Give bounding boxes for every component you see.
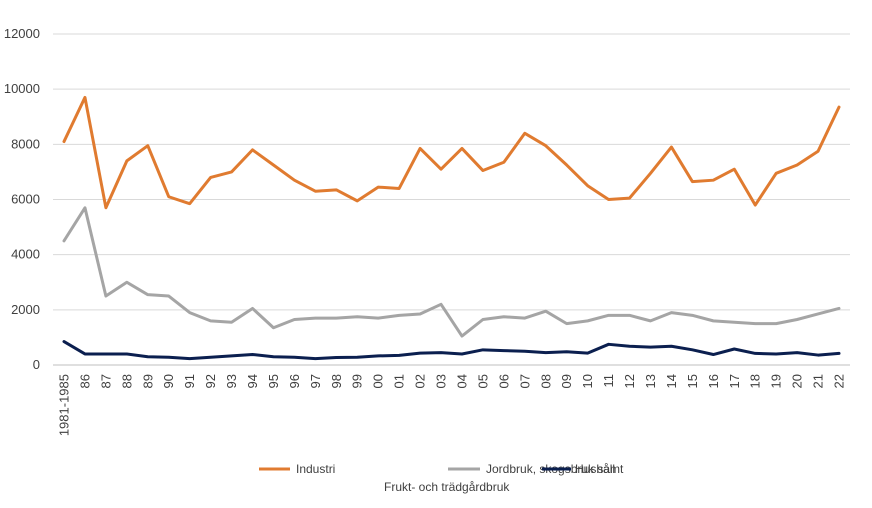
x-tick-label: 90 [161,374,176,388]
x-tick-label: 05 [475,374,490,388]
x-tick-label: 86 [77,374,92,388]
x-tick-label: 21 [811,374,826,388]
x-tick-label: 94 [245,374,260,388]
x-tick-label: 15 [685,374,700,388]
x-tick-label: 14 [664,374,679,388]
y-tick-label: 4000 [11,247,40,262]
y-tick-label: 6000 [11,192,40,207]
x-tick-label: 01 [392,374,407,388]
x-tick-label: 98 [329,374,344,388]
x-tick-label: 12 [622,374,637,388]
y-axis: 0 2000 4000 6000 8000 10000 12000 [4,26,40,372]
x-tick-label: 04 [454,374,469,388]
x-tick-label: 06 [496,374,511,388]
x-tick-label: 00 [371,374,386,388]
x-tick-label: 17 [727,374,742,388]
series-line-1 [62,95,841,210]
y-tick-label: 12000 [4,26,40,41]
x-tick-label: 18 [748,374,763,388]
y-tick-label: 2000 [11,302,40,317]
x-tick-label: 10 [580,374,595,388]
y-tick-label: 8000 [11,136,40,151]
x-tick-label: 08 [538,374,553,388]
x-tick-label: 20 [790,374,805,388]
x-tick-label: 13 [643,374,658,388]
x-tick-label: 02 [413,374,428,388]
x-tick-label: 96 [287,374,302,388]
series-line-3 [62,340,841,361]
legend-label-1: Industri [296,462,335,476]
x-tick-label: 87 [98,374,113,388]
legend-label-3: Hushåll [575,462,615,476]
x-tick-label: 1981-1985 [57,374,72,436]
x-tick-label: 16 [706,374,721,388]
x-tick-label: 88 [119,374,134,388]
x-tick-label: 22 [832,374,847,388]
series-line-2 [62,206,841,338]
x-tick-label: 91 [182,374,197,388]
legend-label-2: Frukt- och trädgårdbruk [384,480,510,494]
y-tick-label: 0 [33,357,40,372]
x-tick-label: 09 [559,374,574,388]
x-tick-label: 11 [601,374,616,388]
x-tick-label: 19 [769,374,784,388]
x-tick-label: 93 [224,374,239,388]
x-tick-label: 03 [434,374,449,388]
series-lines [62,95,841,361]
x-tick-label: 07 [517,374,532,388]
x-tick-label: 89 [140,374,155,388]
y-tick-label: 10000 [4,81,40,96]
x-axis: 1981-1985 86 87 88 89 90 91 92 93 94 95 96 97 98 99 00 0… [53,364,850,436]
x-tick-label: 92 [203,374,218,388]
x-tick-label: 97 [308,374,323,388]
x-tick-label: 99 [350,374,365,388]
x-tick-label: 95 [266,374,281,388]
